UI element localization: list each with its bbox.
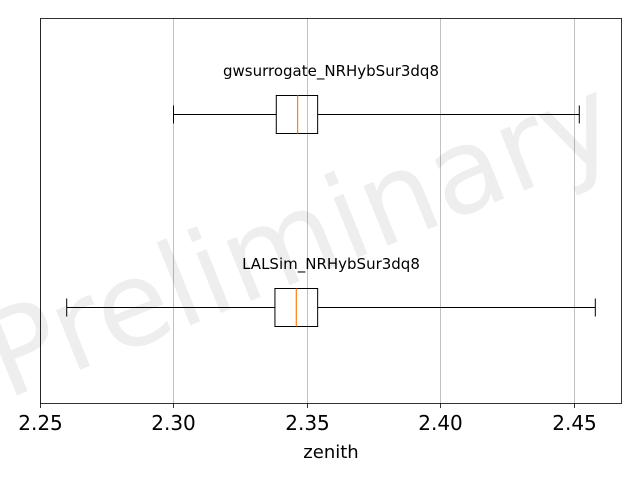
x-tick-label: 2.35 [285,411,330,435]
x-tick-label: 2.25 [18,411,63,435]
box-2: LALSim_NRHybSur3dq8 [66,255,596,327]
box-label: LALSim_NRHybSur3dq8 [242,255,420,274]
plot-frame [40,18,622,404]
x-tick-label: 2.40 [418,411,463,435]
iqr-box [275,95,319,134]
x-axis-label: zenith [303,442,358,463]
box-1: gwsurrogate_NRHybSur3dq8 [172,62,580,134]
x-tick-label: 2.30 [151,411,196,435]
x-tick-label: 2.45 [552,411,597,435]
x-ticks: 2.25 2.30 2.35 2.40 2.45 [18,403,597,435]
boxes-group: gwsurrogate_NRHybSur3dq8 LALSim_NRHybSur3… [66,62,596,327]
box-label: gwsurrogate_NRHybSur3dq8 [223,62,439,81]
